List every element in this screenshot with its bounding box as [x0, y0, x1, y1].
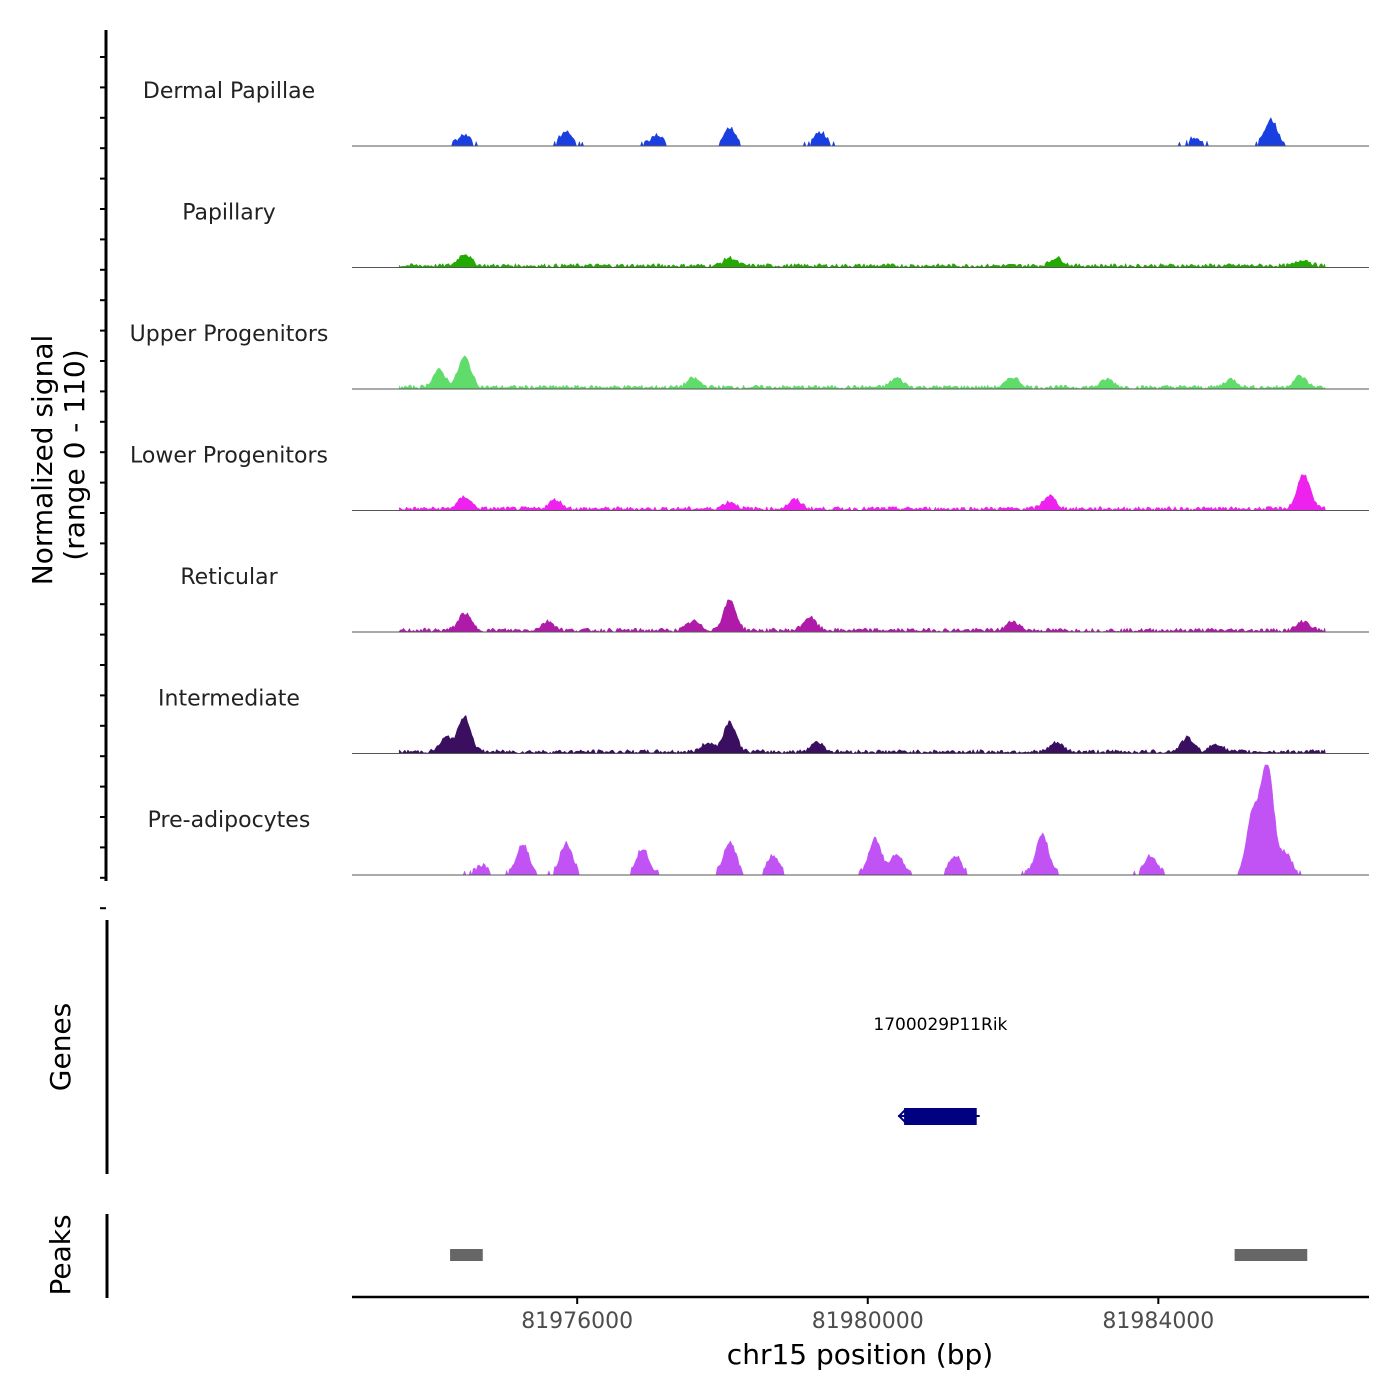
- track-label: Upper Progenitors: [130, 322, 329, 347]
- gene-label: 1700029P11Rik: [873, 1015, 1007, 1035]
- track-label: Pre-adipocytes: [148, 808, 311, 833]
- signal-tracks: Dermal Papillae Papillary Upper Progenitor…: [130, 79, 1369, 876]
- peaks-panel: Peaks: [44, 1214, 1308, 1298]
- track-reticular: Reticular: [180, 565, 1369, 633]
- y-axis-title-line1: Normalized signal: [26, 335, 59, 586]
- signal-area: [398, 254, 1326, 269]
- gene-strand-arrow: [897, 1109, 906, 1123]
- y-axis-title-line2: (range 0 - 110): [58, 349, 91, 560]
- signal-area: [398, 714, 1326, 755]
- track-lower-progenitors: Lower Progenitors: [130, 444, 1369, 512]
- peak-region: [1234, 1249, 1308, 1261]
- signal-area: [399, 764, 1326, 876]
- x-tick-label: 81976000: [521, 1309, 633, 1334]
- track-label: Intermediate: [158, 687, 300, 712]
- signal-area: [399, 117, 1326, 147]
- signal-area: [398, 599, 1326, 633]
- x-axis: 81976000 81980000 81984000 chr15 position …: [352, 1295, 1369, 1371]
- genes-panel: Genes 1700029P11Rik: [44, 920, 1008, 1174]
- track-dermal-papillae: Dermal Papillae: [143, 79, 1369, 147]
- track-label: Papillary: [182, 201, 276, 226]
- x-tick-label: 81980000: [812, 1309, 924, 1334]
- track-upper-progenitors: Upper Progenitors: [130, 322, 1369, 390]
- track-intermediate: Intermediate: [158, 687, 1369, 755]
- track-label: Dermal Papillae: [143, 79, 315, 104]
- peaks-panel-label: Peaks: [44, 1214, 77, 1295]
- x-axis-title: chr15 position (bp): [727, 1338, 993, 1371]
- peak-region: [450, 1249, 483, 1261]
- genes-panel-label: Genes: [44, 1003, 77, 1091]
- track-pre-adipocytes: Pre-adipocytes: [148, 764, 1369, 876]
- track-papillary: Papillary: [182, 201, 1369, 269]
- signal-area: [398, 355, 1326, 390]
- signal-area: [398, 474, 1326, 512]
- track-label: Lower Progenitors: [130, 444, 328, 469]
- signal-y-axis: [100, 30, 108, 910]
- track-label: Reticular: [180, 565, 278, 590]
- x-tick-label: 81984000: [1102, 1309, 1214, 1334]
